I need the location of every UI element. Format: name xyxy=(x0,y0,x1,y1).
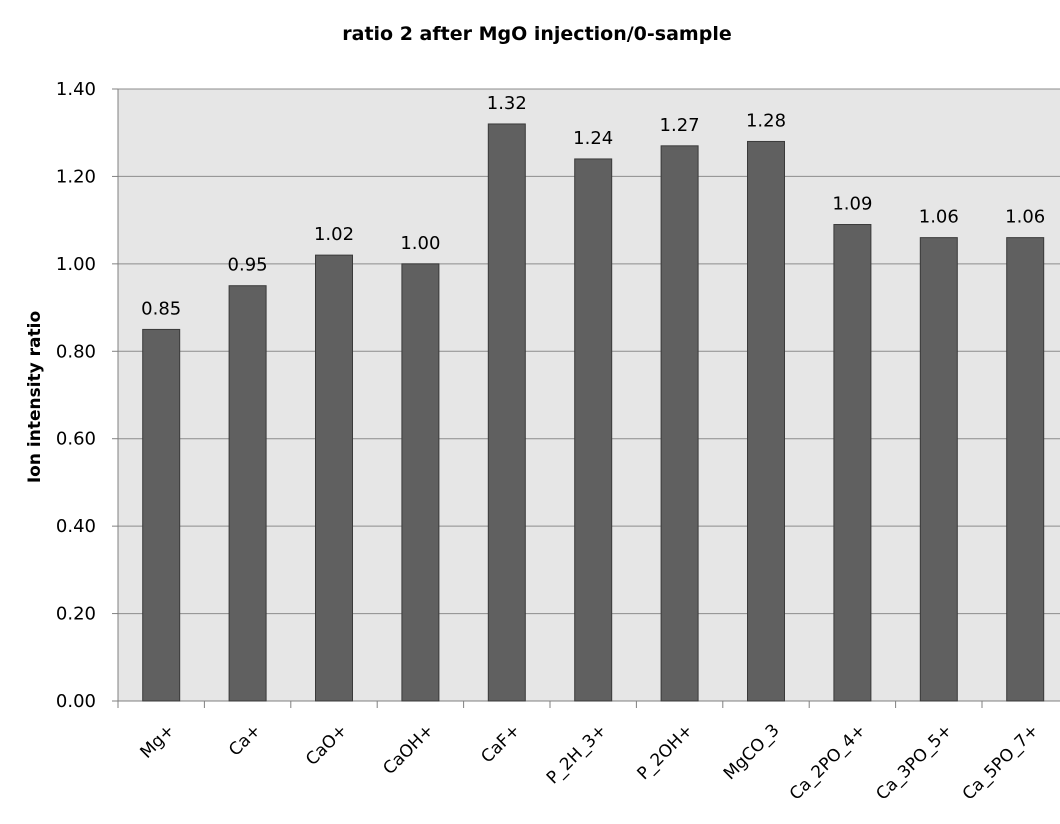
x-tick-label: CaOH+ xyxy=(379,720,437,778)
bar xyxy=(142,328,181,702)
bar xyxy=(660,145,699,702)
data-label: 0.95 xyxy=(228,255,268,276)
bar xyxy=(574,158,613,702)
x-tick-label: Ca_2PO_4+ xyxy=(786,720,870,804)
data-label: 1.00 xyxy=(400,233,440,254)
bar xyxy=(919,237,958,702)
bar xyxy=(401,263,440,702)
y-tick-label: 0.00 xyxy=(56,691,96,712)
x-tick-label: Ca_3PO_5+ xyxy=(872,720,956,804)
data-label: 1.24 xyxy=(573,128,613,149)
chart-title: ratio 2 after MgO injection/0-sample xyxy=(342,23,731,45)
y-tick-label: 1.20 xyxy=(56,166,96,187)
x-tick-label: MgCO_3 xyxy=(720,720,784,784)
bar xyxy=(228,285,267,702)
bar xyxy=(315,254,353,702)
y-axis-label: Ion intensity ratio xyxy=(25,311,45,483)
y-tick-label: 0.20 xyxy=(56,604,96,625)
x-tick-label: CaO+ xyxy=(302,720,351,769)
data-label: 1.06 xyxy=(919,207,959,228)
x-tick-label: Ca_5PO_7+ xyxy=(959,720,1043,804)
y-tick-label: 1.40 xyxy=(56,79,96,100)
y-tick-label: 0.60 xyxy=(56,429,96,450)
data-label: 0.85 xyxy=(141,298,181,319)
bar xyxy=(1006,237,1045,702)
data-label: 1.28 xyxy=(746,110,786,131)
x-tick-label: CaF+ xyxy=(477,720,524,767)
x-tick-label: P_2OH+ xyxy=(634,720,698,784)
bar xyxy=(833,224,872,702)
data-label: 1.02 xyxy=(314,224,354,245)
data-label: 1.32 xyxy=(487,93,527,114)
y-tick-label: 1.00 xyxy=(56,254,96,275)
x-tick-label: Mg+ xyxy=(137,720,179,762)
y-tick-label: 0.80 xyxy=(56,341,96,362)
data-label: 1.09 xyxy=(832,194,872,215)
data-label: 1.27 xyxy=(660,115,700,136)
data-label: 1.06 xyxy=(1005,207,1045,228)
x-tick-label: P_2H_3+ xyxy=(543,720,611,788)
plot-area: 0.00 0.20 0.40 0.60 0.80 1.00 1.20 1.40 0.85 Mg+ 0… xyxy=(56,79,1060,804)
bar xyxy=(487,123,526,702)
x-tick-label: Ca+ xyxy=(225,720,265,760)
bar xyxy=(747,140,785,702)
y-tick-label: 0.40 xyxy=(56,516,96,537)
